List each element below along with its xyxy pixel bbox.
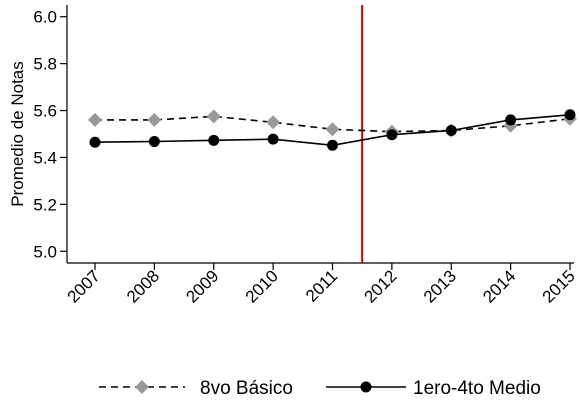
y-tick-label: 5.2	[33, 195, 57, 214]
legend: 8vo Básico 1ero-4to Medio	[99, 378, 541, 399]
x-tick-label: 2010	[242, 266, 282, 306]
data-point	[325, 122, 340, 137]
data-point	[386, 129, 398, 141]
series-line	[95, 115, 571, 133]
data-point	[505, 114, 517, 126]
data-point	[147, 112, 162, 127]
data-point	[266, 115, 281, 130]
series-group	[88, 109, 577, 151]
x-tick-label: 2008	[123, 266, 163, 306]
x-tick-label: 2011	[302, 266, 341, 305]
data-point	[206, 109, 221, 124]
y-tick-label: 6.0	[33, 8, 57, 27]
x-tick-label: 2012	[361, 266, 401, 306]
y-axis: 5.0 5.2 5.4 5.6 5.8 6.0	[33, 5, 68, 263]
x-tick-label: 2015	[539, 266, 579, 306]
data-point	[89, 136, 101, 148]
x-tick-label: 2014	[479, 266, 519, 306]
x-tick-label: 2009	[182, 266, 222, 306]
y-axis-label: Promedio de Notas	[8, 61, 27, 207]
data-point	[148, 136, 160, 148]
data-point	[88, 112, 102, 127]
y-tick-label: 5.0	[33, 242, 57, 261]
legend-label: 8vo Básico	[200, 378, 293, 399]
y-tick-label: 5.4	[33, 148, 57, 167]
y-tick-label: 5.6	[33, 102, 57, 121]
data-point	[564, 109, 576, 121]
x-tick-label: 2013	[420, 266, 460, 306]
data-point	[208, 134, 220, 146]
legend-label: 1ero-4to Medio	[413, 378, 541, 399]
legend-marker	[135, 380, 149, 394]
legend-item-1: 8vo Básico	[99, 378, 293, 399]
x-axis: 2007 2008 2009 2010 2011 2012 2013 2014 2015	[64, 262, 579, 307]
series-1	[88, 109, 577, 139]
data-point	[327, 139, 338, 151]
data-point	[445, 124, 457, 136]
legend-item-2: 1ero-4to Medio	[326, 378, 541, 399]
y-tick-label: 5.8	[33, 55, 57, 74]
data-point	[267, 133, 279, 145]
x-tick-label: 2007	[64, 266, 104, 306]
legend-marker	[360, 381, 372, 393]
series-2	[89, 109, 576, 151]
